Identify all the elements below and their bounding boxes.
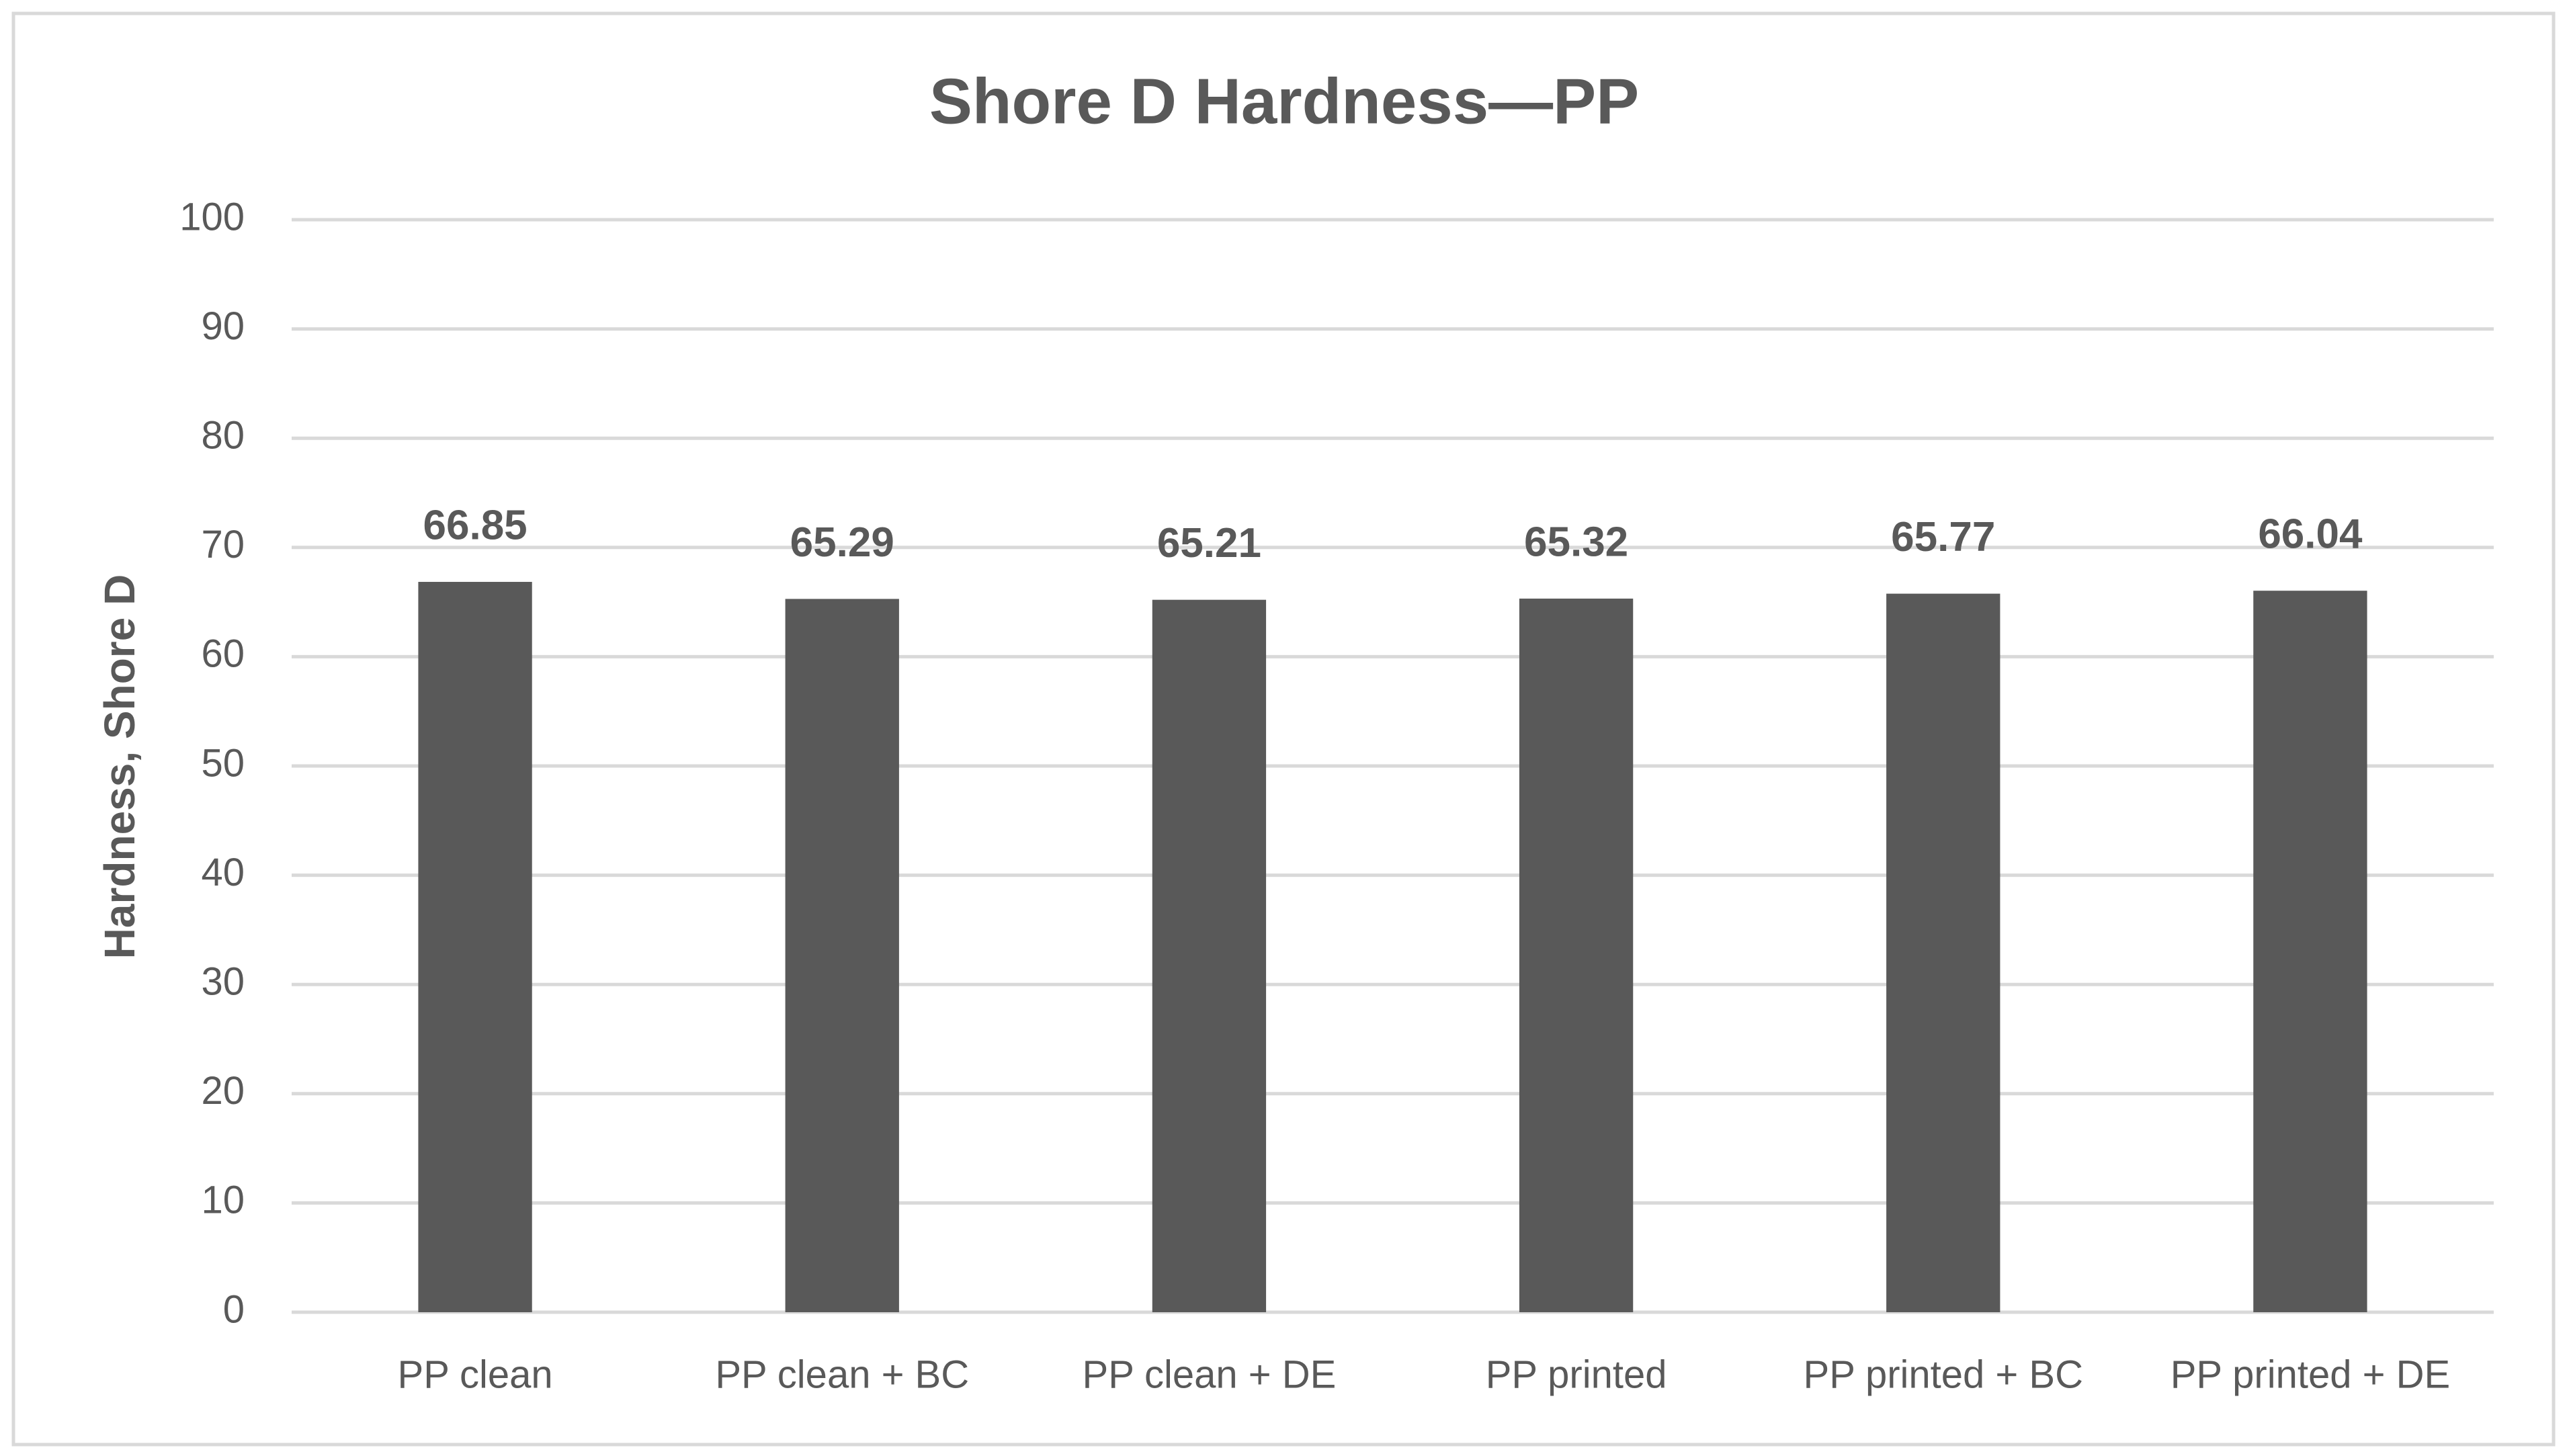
data-label: 66.85: [423, 502, 528, 548]
y-tick-label: 60: [201, 632, 245, 676]
x-tick-label: PP clean + BC: [715, 1353, 969, 1396]
y-tick-label: 0: [223, 1287, 245, 1331]
x-tick-label: PP printed + DE: [2171, 1353, 2450, 1396]
bar: [785, 599, 899, 1313]
x-tick-label: PP clean + DE: [1083, 1353, 1337, 1396]
data-label: 66.04: [2258, 511, 2363, 558]
y-axis-label: Hardness, Shore D: [95, 574, 144, 959]
bar: [418, 582, 532, 1312]
data-label: 65.32: [1524, 519, 1628, 565]
y-tick-label: 40: [201, 851, 245, 894]
bar: [2253, 591, 2367, 1312]
data-label: 65.29: [790, 519, 894, 566]
y-tick-label: 10: [201, 1179, 245, 1222]
y-tick-label: 90: [201, 304, 245, 348]
x-tick-label: PP printed: [1486, 1353, 1667, 1396]
data-label: 65.77: [1891, 514, 1995, 560]
data-label: 65.21: [1157, 520, 1261, 566]
bar: [1886, 593, 2001, 1312]
x-tick-label: PP clean: [398, 1353, 553, 1396]
x-tick-label: PP printed + BC: [1804, 1353, 2083, 1396]
chart-border: [11, 11, 2556, 1447]
chart-title: Shore D Hardness—PP: [929, 65, 1639, 137]
y-tick-label: 20: [201, 1069, 245, 1113]
y-tick-label: 50: [201, 741, 245, 785]
y-tick-label: 30: [201, 960, 245, 1004]
y-tick-label: 100: [179, 195, 245, 239]
bar: [1152, 599, 1267, 1312]
y-tick-label: 70: [201, 523, 245, 566]
y-tick-label: 80: [201, 414, 245, 458]
bar: [1519, 598, 1634, 1313]
